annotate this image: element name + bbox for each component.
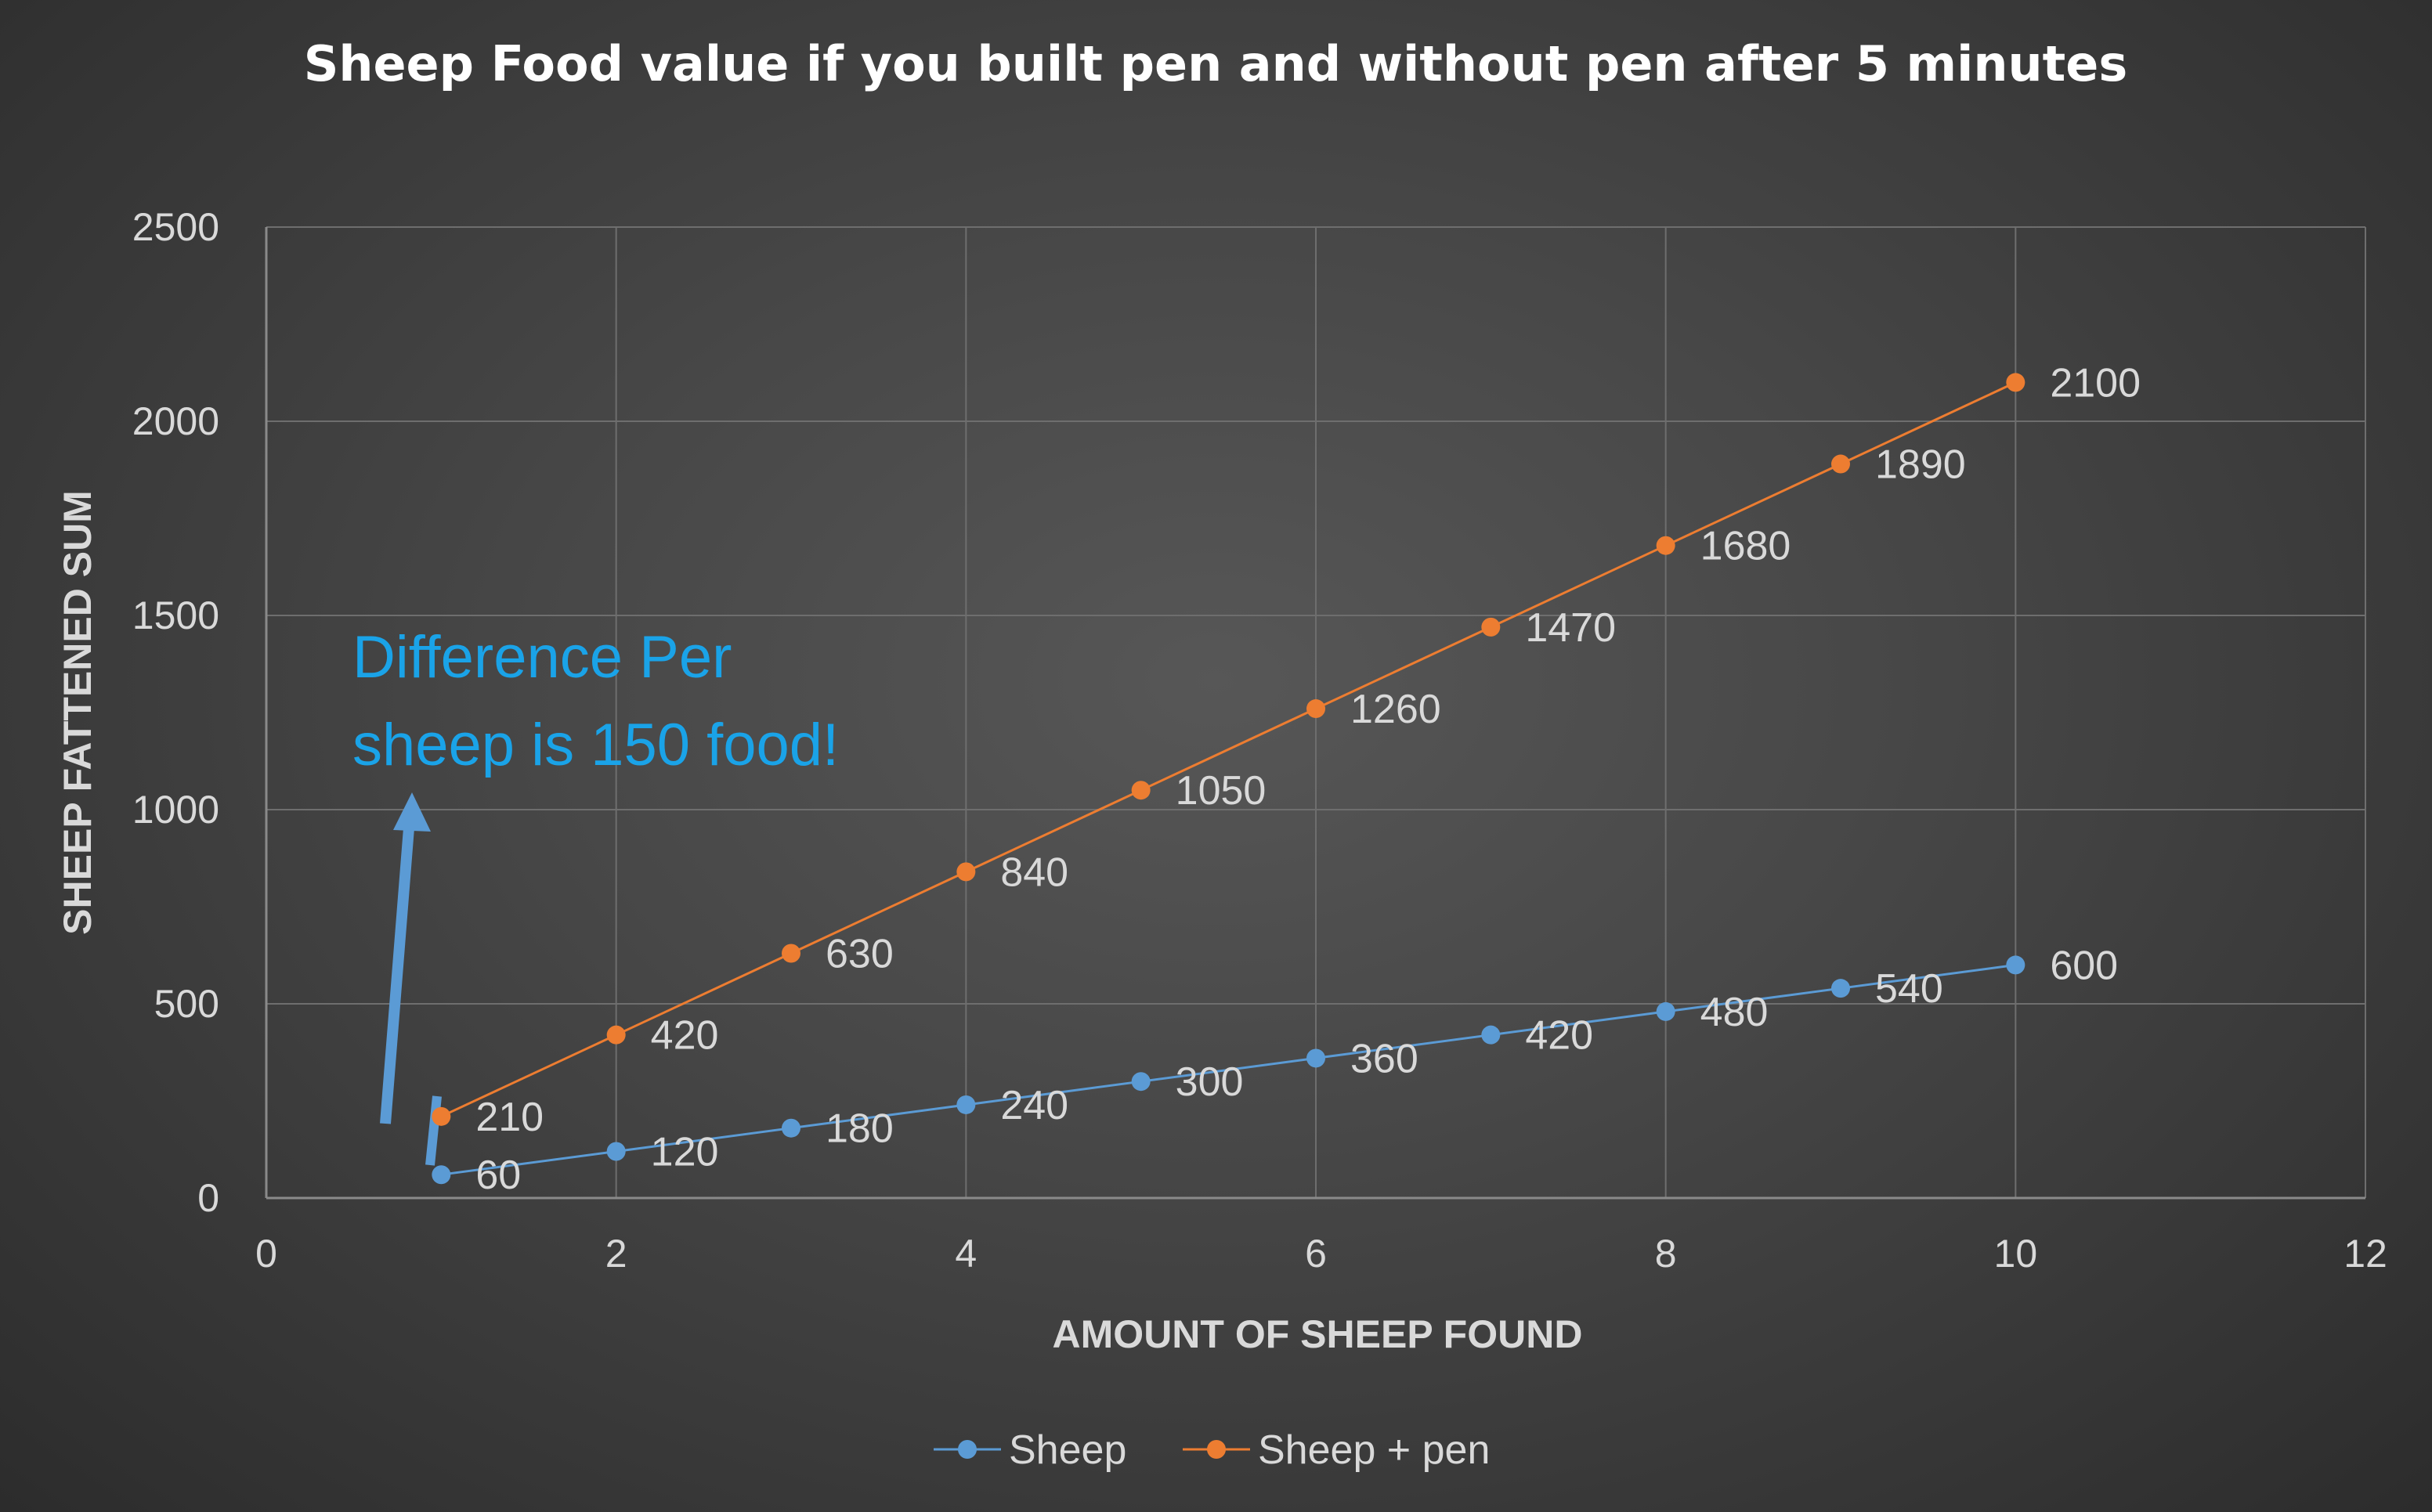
series-1-data-label: 1470	[1525, 605, 1616, 651]
series-1-data-label: 210	[475, 1095, 544, 1140]
y-tick-label: 500	[154, 982, 219, 1026]
y-axis-title: SHEEP FATTENED SUM	[56, 490, 99, 935]
series-0-point	[1831, 979, 1850, 998]
annotation: Difference Per sheep is 150 food!	[352, 624, 839, 1166]
series-0-data-label: 300	[1176, 1059, 1244, 1105]
annotation-arrow-shaft	[380, 817, 415, 1124]
series-layer	[432, 373, 2025, 1185]
series-1-data-label: 1050	[1176, 768, 1267, 814]
legend-marker-1	[1207, 1440, 1226, 1459]
legend: Sheep Sheep + pen	[934, 1427, 1490, 1473]
series-0-data-label: 240	[1000, 1083, 1068, 1128]
series-1-data-label: 840	[1000, 850, 1068, 895]
series-0-point	[606, 1142, 626, 1161]
x-tick-label: 4	[955, 1232, 977, 1276]
series-1-point	[956, 862, 976, 882]
series-0-data-label: 120	[651, 1129, 719, 1175]
x-tick-label: 0	[255, 1232, 277, 1276]
x-tick-label: 2	[605, 1232, 627, 1276]
y-tick-label: 1000	[132, 788, 219, 832]
series-1-data-label: 2100	[2050, 360, 2141, 406]
series-1-point	[606, 1025, 626, 1045]
series-1-point	[1481, 617, 1501, 637]
legend-marker-0	[958, 1440, 977, 1459]
series-0-data-label: 540	[1875, 966, 1943, 1012]
x-tick-label: 12	[2343, 1232, 2387, 1276]
data-labels: 60 120 180 240 300 360 420 480 540 600 210 420 630 84…	[475, 360, 2141, 1198]
series-1-point	[432, 1106, 451, 1126]
annotation-text-line: Difference Per	[352, 624, 732, 691]
chart-title: Sheep Food value if you built pen and wi…	[304, 35, 2128, 92]
annotation-gap-bracket	[425, 1095, 442, 1166]
series-0-point	[1656, 1001, 1675, 1021]
series-1-point	[2006, 373, 2025, 392]
series-1-data-label: 1260	[1350, 687, 1441, 732]
series-0-point	[2006, 955, 2025, 975]
series-1-point	[1656, 536, 1675, 555]
series-0-data-label: 420	[1525, 1013, 1593, 1059]
series-line-1	[440, 381, 2016, 1118]
series-1-point	[1306, 699, 1325, 719]
series-0-point	[1306, 1048, 1325, 1068]
series-0-point	[956, 1095, 976, 1114]
x-tick-label: 6	[1305, 1232, 1327, 1276]
series-0-point	[432, 1165, 451, 1185]
gridlines	[266, 226, 2366, 1198]
series-0-point	[1131, 1072, 1151, 1092]
x-axis-title: AMOUNT OF SHEEP FOUND	[1053, 1312, 1583, 1356]
series-0-point	[1481, 1025, 1501, 1045]
series-1-point	[1131, 781, 1151, 800]
x-tick-label: 8	[1655, 1232, 1677, 1276]
series-0-data-label: 360	[1350, 1036, 1418, 1081]
series-1-data-label: 420	[651, 1013, 719, 1059]
series-1-data-label: 1890	[1875, 442, 1966, 488]
series-0-data-label: 600	[2050, 943, 2118, 988]
series-0-point	[782, 1118, 800, 1138]
y-tick-label: 2000	[132, 399, 219, 443]
x-tick-label: 10	[1994, 1232, 2038, 1276]
series-0-data-label: 60	[475, 1153, 521, 1198]
y-tick-label: 0	[197, 1176, 219, 1220]
series-1-data-label: 1680	[1700, 524, 1791, 569]
series-1-data-label: 630	[826, 932, 894, 977]
y-tick-label: 2500	[132, 205, 219, 249]
annotation-arrowhead	[393, 792, 431, 832]
legend-label-0: Sheep	[1009, 1427, 1126, 1473]
legend-label-1: Sheep + pen	[1258, 1427, 1490, 1473]
series-line-0	[441, 963, 2016, 1176]
series-1-point	[1831, 454, 1850, 474]
series-0-data-label: 480	[1700, 990, 1769, 1035]
y-tick-label: 1500	[132, 594, 219, 637]
series-0-data-label: 180	[826, 1106, 894, 1152]
series-1-point	[782, 944, 800, 963]
annotation-text-line: sheep is 150 food!	[352, 712, 839, 778]
